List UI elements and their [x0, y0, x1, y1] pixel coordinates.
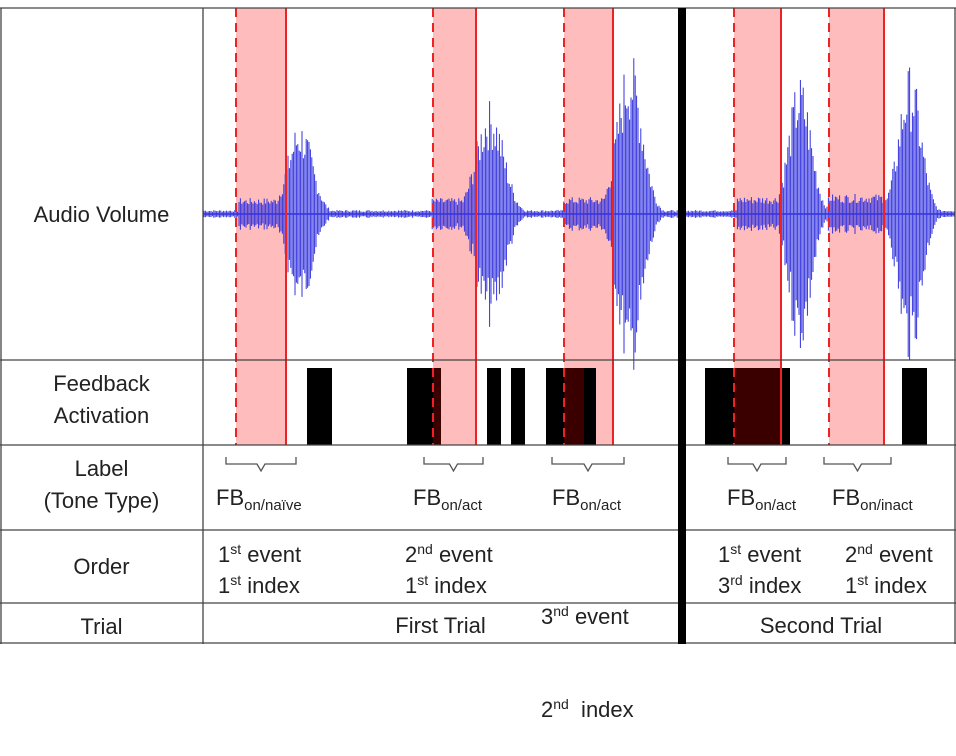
tone-label-4: FBon/act	[727, 485, 796, 514]
order-cell-4-event-word: event	[741, 542, 802, 567]
order-cell-5-event-num: 2	[845, 542, 858, 567]
order-cell-1: 1st event 1st index	[218, 539, 301, 601]
order-cell-5-index: 1st index	[845, 570, 933, 601]
order-cell-4-event: 1st event	[718, 539, 801, 570]
tone-label-5-sub: on/inact	[860, 497, 913, 514]
order-cell-3-event-sup: nd	[553, 603, 569, 619]
row-label-trial: Trial	[80, 614, 123, 639]
trial-divider	[678, 8, 686, 644]
tone-timeline-diagram	[0, 7, 956, 644]
tone-label-3-sub: on/act	[580, 497, 621, 514]
order-cell-3-index-word: index	[568, 697, 634, 722]
row-label-audio-volume: Audio Volume	[33, 202, 170, 227]
tone-label-2-sub: on/act	[441, 497, 482, 514]
order-cell-4-index-num: 3	[718, 573, 731, 598]
order-cell-1-index-word: index	[241, 573, 300, 598]
order-cell-2-event: 2nd event	[405, 539, 493, 570]
feedback-bar-4	[511, 368, 525, 445]
row-label-feedback-line2: Activation	[53, 403, 150, 428]
order-cell-4-index-word: index	[742, 573, 802, 598]
order-cell-2-index: 1st index	[405, 570, 493, 601]
feedback-bar-7	[902, 368, 927, 445]
feedback-bar-3	[487, 368, 501, 445]
order-cell-2: 2nd event 1st index	[405, 539, 493, 601]
order-cell-5: 2nd event 1st index	[845, 539, 933, 601]
tone-label-3-base: FB	[552, 485, 581, 510]
tone-label-5: FBon/inact	[832, 485, 913, 514]
row-label-tone-type: Label (Tone Type)	[0, 453, 203, 517]
order-cell-4-event-sup: st	[730, 541, 742, 557]
order-cell-2-event-word: event	[432, 542, 493, 567]
order-cell-5-event-sup: nd	[857, 541, 873, 557]
order-cell-3-index-sup: nd	[553, 696, 569, 712]
tone-label-4-base: FB	[727, 485, 756, 510]
trial-label-second: Second Trial	[759, 613, 883, 638]
feedback-activation-bars	[307, 368, 927, 445]
tone-label-1-base: FB	[216, 485, 245, 510]
label-bracket-3	[551, 457, 625, 473]
feedback-bar-1	[307, 368, 332, 445]
tone-label-4-sub: on/act	[755, 497, 796, 514]
order-cell-4-index: 3rd index	[718, 570, 801, 601]
order-cell-1-index-sup: st	[230, 572, 242, 588]
order-cell-2-index-word: index	[428, 573, 487, 598]
order-cell-4-event-num: 1	[718, 542, 731, 567]
tone-label-2-base: FB	[413, 485, 442, 510]
row-label-label-line2: (Tone Type)	[43, 488, 160, 513]
tone-label-1-sub: on/naïve	[244, 497, 302, 514]
order-cell-1-event: 1st event	[218, 539, 301, 570]
label-bracket-2	[423, 457, 484, 473]
row-label-order: Order	[73, 554, 130, 579]
tone-label-3: FBon/act	[552, 485, 621, 514]
trial-label-first: First Trial	[395, 613, 486, 638]
order-cell-3-index: 2nd index	[541, 694, 634, 725]
row-label-feedback-activation: Feedback Activation	[0, 368, 203, 432]
order-cell-1-event-num: 1	[218, 542, 231, 567]
row-label-label-line1: Label	[74, 456, 129, 481]
table-grid	[0, 7, 956, 644]
order-cell-5-index-word: index	[868, 573, 927, 598]
order-cell-1-index-num: 1	[218, 573, 231, 598]
order-cell-2-index-sup: st	[417, 572, 429, 588]
order-cell-2-index-num: 1	[405, 573, 418, 598]
tone-label-1: FBon/naïve	[216, 485, 302, 514]
order-cell-2-event-sup: nd	[417, 541, 433, 557]
order-cell-3-event-num: 3	[541, 604, 554, 629]
order-cell-5-event: 2nd event	[845, 539, 933, 570]
order-cell-5-event-word: event	[872, 542, 933, 567]
order-cell-1-index: 1st index	[218, 570, 301, 601]
tone-label-2: FBon/act	[413, 485, 482, 514]
label-bracket-4	[727, 457, 787, 473]
tone-label-5-base: FB	[832, 485, 861, 510]
order-cell-1-event-sup: st	[230, 541, 242, 557]
label-bracket-5	[823, 457, 892, 473]
order-cell-4-index-sup: rd	[730, 572, 743, 588]
feedback-overlap-2	[564, 368, 584, 445]
order-cell-4: 1st event 3rd index	[718, 539, 801, 601]
order-cell-3-index-num: 2	[541, 697, 554, 722]
label-brackets	[225, 457, 892, 473]
order-cell-5-index-num: 1	[845, 573, 858, 598]
highlight-edge-lines	[235, 8, 885, 445]
feedback-overlap-1	[433, 368, 441, 445]
order-cell-2-event-num: 2	[405, 542, 418, 567]
order-cell-1-event-word: event	[241, 542, 302, 567]
order-cell-3: 3nd event 2nd index	[541, 539, 634, 756]
row-label-feedback-line1: Feedback	[53, 371, 150, 396]
feedback-overlap-3	[734, 368, 781, 445]
label-bracket-1	[225, 457, 297, 473]
order-cell-3-event-word: event	[568, 604, 629, 629]
order-cell-5-index-sup: st	[857, 572, 869, 588]
order-cell-3-event: 3nd event	[541, 601, 634, 632]
